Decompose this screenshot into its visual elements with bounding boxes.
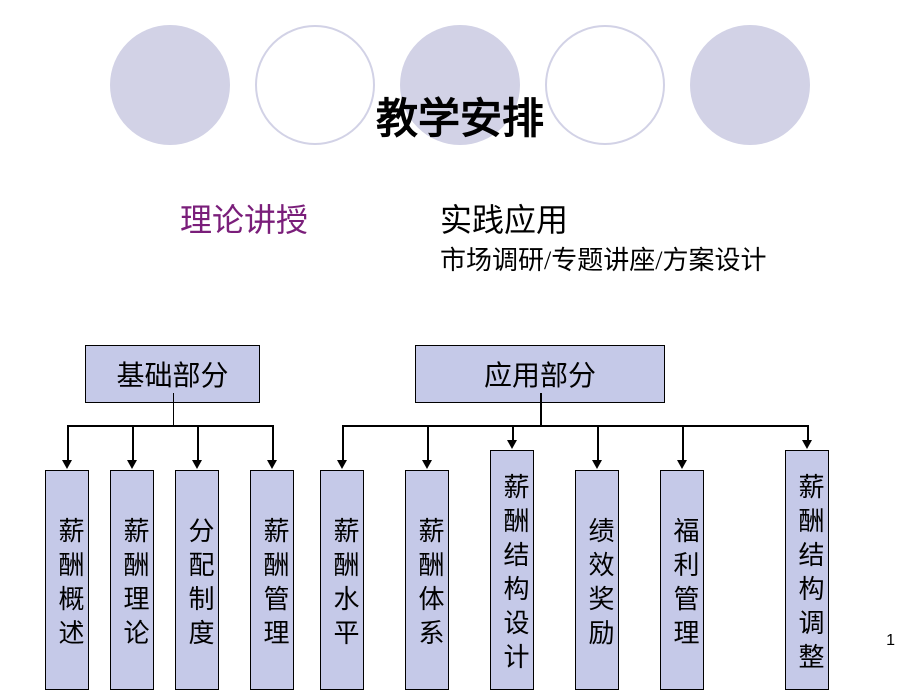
child-box: 分配制度 bbox=[175, 470, 219, 690]
child-box: 薪酬体系 bbox=[405, 470, 449, 690]
child-box: 福利管理 bbox=[660, 470, 704, 690]
arrow-down-icon bbox=[62, 460, 72, 469]
arrow-down-icon bbox=[592, 460, 602, 469]
arrow-down-icon bbox=[677, 460, 687, 469]
child-box: 薪酬管理 bbox=[250, 470, 294, 690]
child-box: 绩效奖励 bbox=[575, 470, 619, 690]
arrow-down-icon bbox=[267, 460, 277, 469]
subtext-practice: 市场调研/专题讲座/方案设计 bbox=[440, 240, 766, 277]
subhead-theory: 理论讲授 bbox=[180, 195, 308, 241]
arrow-down-icon bbox=[127, 460, 137, 469]
child-box: 薪酬结构设计 bbox=[490, 450, 534, 690]
child-box: 薪酬概述 bbox=[45, 470, 89, 690]
arrow-down-icon bbox=[802, 440, 812, 449]
arrow-down-icon bbox=[337, 460, 347, 469]
arrow-down-icon bbox=[507, 440, 517, 449]
child-box: 薪酬结构调整 bbox=[785, 450, 829, 690]
arrow-down-icon bbox=[192, 460, 202, 469]
child-box: 薪酬理论 bbox=[110, 470, 154, 690]
child-box: 薪酬水平 bbox=[320, 470, 364, 690]
arrow-down-icon bbox=[422, 460, 432, 469]
page-number: 1 bbox=[886, 632, 895, 650]
subhead-practice: 实践应用 bbox=[440, 195, 568, 241]
page-title: 教学安排 bbox=[0, 85, 920, 146]
